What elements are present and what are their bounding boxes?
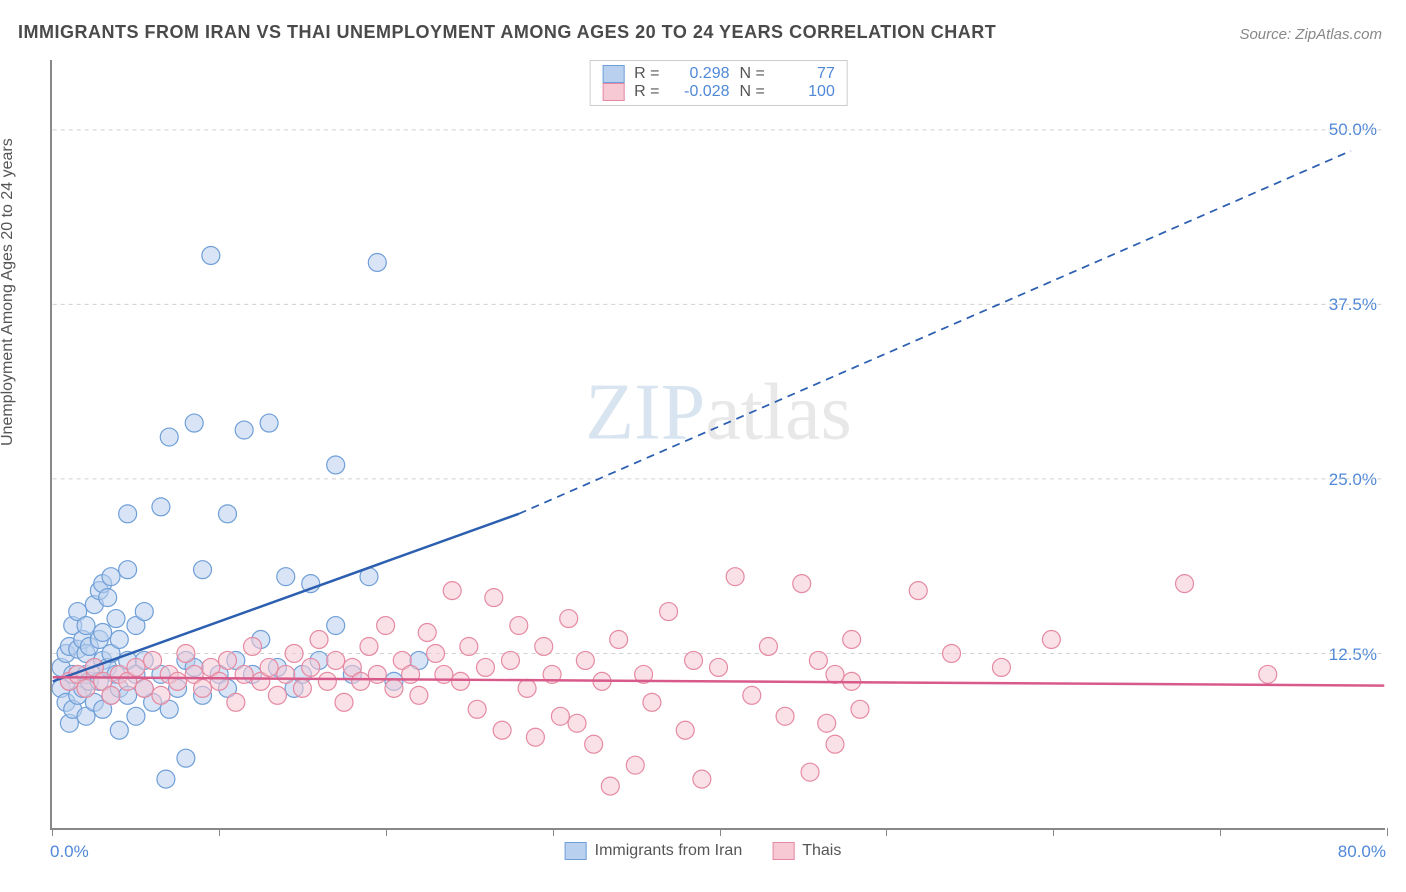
legend-item-iran: Immigrants from Iran (565, 842, 743, 860)
xtick (386, 828, 387, 836)
y-axis-label: Unemployment Among Ages 20 to 24 years (0, 138, 17, 446)
series-legend: Immigrants from Iran Thais (565, 842, 842, 860)
xtick (52, 828, 53, 836)
xtick (1053, 828, 1054, 836)
chart-canvas (52, 60, 1385, 828)
plot-area: ZIPatlas R = 0.298 N = 77 R = -0.028 N =… (50, 60, 1385, 830)
x-origin-label: 0.0% (50, 842, 89, 862)
n-value-thai: 100 (775, 83, 835, 101)
xtick (553, 828, 554, 836)
n-label: N = (740, 83, 765, 101)
swatch-iran (602, 65, 624, 83)
x-max-label: 80.0% (1338, 842, 1386, 862)
xtick (219, 828, 220, 836)
swatch-thai (772, 842, 794, 860)
legend-item-thai: Thais (772, 842, 841, 860)
swatch-iran (565, 842, 587, 860)
n-value-iran: 77 (775, 65, 835, 83)
legend-label-iran: Immigrants from Iran (595, 842, 743, 860)
chart-title: IMMIGRANTS FROM IRAN VS THAI UNEMPLOYMEN… (18, 22, 996, 43)
xtick (1387, 828, 1388, 836)
swatch-thai (602, 83, 624, 101)
legend-row-thai: R = -0.028 N = 100 (602, 83, 835, 101)
source-attribution: Source: ZipAtlas.com (1239, 26, 1382, 43)
r-value-thai: -0.028 (670, 83, 730, 101)
r-label: R = (634, 83, 659, 101)
xtick (1220, 828, 1221, 836)
xtick (720, 828, 721, 836)
n-label: N = (740, 65, 765, 83)
correlation-legend: R = 0.298 N = 77 R = -0.028 N = 100 (589, 60, 848, 106)
xtick (886, 828, 887, 836)
legend-label-thai: Thais (802, 842, 841, 860)
r-label: R = (634, 65, 659, 83)
legend-row-iran: R = 0.298 N = 77 (602, 65, 835, 83)
r-value-iran: 0.298 (670, 65, 730, 83)
